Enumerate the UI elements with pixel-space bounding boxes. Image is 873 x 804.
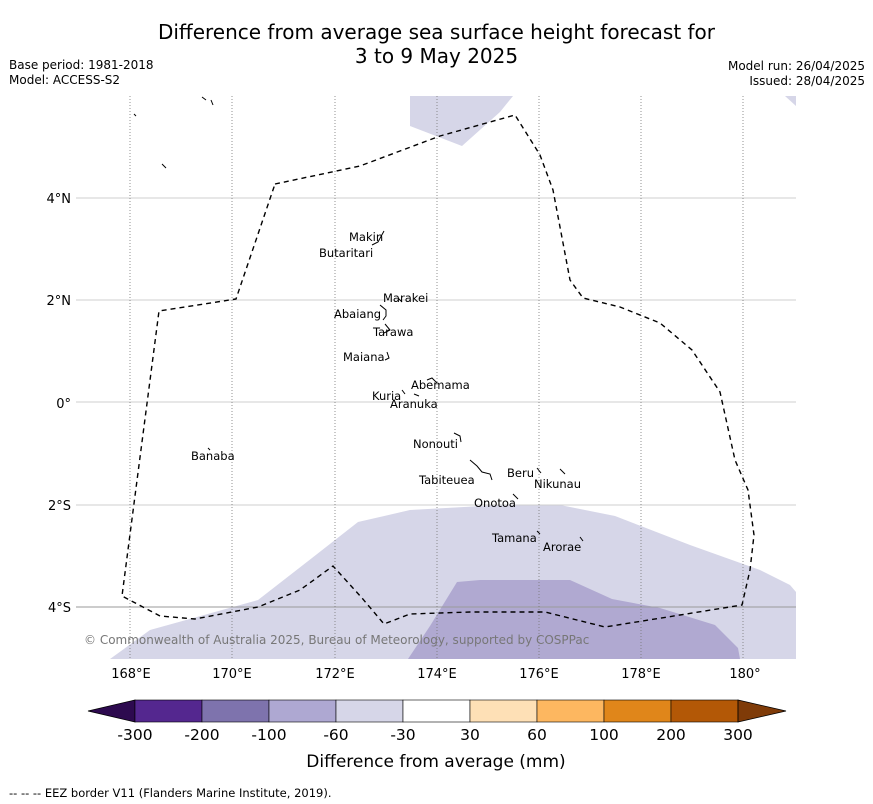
- colorbar: [87, 699, 787, 723]
- colorbar-segment: [134, 699, 203, 723]
- island-label: Banaba: [191, 449, 235, 463]
- longitude-labels: 168°E 170°E 172°E 174°E 176°E 178°E 180°: [111, 667, 760, 682]
- colorbar-tick-label: -300: [117, 726, 152, 744]
- meta-left: Base period: 1981-2018 Model: ACCESS-S2: [9, 58, 154, 88]
- colorbar-segment: [268, 699, 337, 723]
- model-run: Model run: 26/04/2025: [727, 59, 865, 73]
- colorbar-tick-label: -60: [323, 726, 348, 744]
- base-period: Base period: 1981-2018: [9, 58, 154, 72]
- colorbar-tick-label: -30: [390, 726, 415, 744]
- colorbar-segment: [469, 699, 538, 723]
- colorbar-segment: [201, 699, 270, 723]
- meta-right: Model run: 26/04/2025 Issued: 28/04/2025: [728, 59, 865, 89]
- model-name: Model: ACCESS-S2: [9, 73, 121, 87]
- lat-label: 4°S: [48, 601, 71, 616]
- lat-label: 2°S: [48, 499, 71, 514]
- anomaly-region-light-north: [410, 96, 513, 146]
- eez-footnote: -- -- -- EEZ border V11 (Flanders Marine…: [9, 786, 332, 800]
- island-label: Onotoa: [474, 496, 516, 510]
- colorbar-ticks: -300 -200 -100 -60 -30 30 60 100 200 300: [117, 726, 752, 744]
- island-label: Tabiteuea: [418, 473, 475, 487]
- island-label: Nikunau: [534, 477, 581, 491]
- island-label: Marakei: [383, 291, 428, 305]
- island-label: Beru: [507, 466, 534, 480]
- title-line-2: 3 to 9 May 2025: [354, 44, 519, 68]
- colorbar-segment: [603, 699, 672, 723]
- colorbar-segment: [402, 699, 471, 723]
- island-label: Tarawa: [372, 325, 413, 339]
- island-label: Abemama: [411, 378, 470, 392]
- colorbar-extend-high: [737, 699, 787, 723]
- colorbar-label: Difference from average (mm): [306, 752, 565, 772]
- lon-label: 178°E: [621, 667, 661, 682]
- coastlines: [133, 96, 584, 542]
- lon-label: 176°E: [519, 667, 559, 682]
- colorbar-tick-label: 300: [723, 726, 753, 744]
- map-title: Difference from average sea surface heig…: [0, 20, 873, 68]
- colorbar-tick-label: 100: [589, 726, 619, 744]
- island-label: Makin: [349, 230, 383, 244]
- colorbar-tick-label: -200: [184, 726, 219, 744]
- colorbar-segment: [536, 699, 605, 723]
- lon-label: 174°E: [417, 667, 457, 682]
- colorbar-extend-low: [87, 699, 136, 723]
- lat-label: 2°N: [47, 294, 72, 309]
- colorbar-segment: [335, 699, 404, 723]
- island-label: Nonouti: [413, 437, 458, 451]
- copyright-notice: © Commonwealth of Australia 2025, Bureau…: [84, 633, 589, 647]
- colorbar-tick-label: 200: [656, 726, 686, 744]
- colorbar-tick-label: 60: [527, 726, 547, 744]
- colorbar-tick-label: 30: [460, 726, 480, 744]
- colorbar-segment: [670, 699, 739, 723]
- eez-border: [121, 114, 755, 628]
- title-line-1: Difference from average sea surface heig…: [157, 20, 716, 44]
- island-labels: Makin Butaritari Marakei Abaiang Tarawa …: [191, 230, 581, 554]
- island-label: Butaritari: [319, 246, 373, 260]
- anomaly-region-light-northeast: [785, 96, 796, 106]
- issued-date: Issued: 28/04/2025: [749, 74, 865, 88]
- island-label: Abaiang: [334, 307, 381, 321]
- lat-label: 0°: [56, 397, 71, 412]
- lon-label: 180°: [729, 667, 760, 682]
- island-label: Maiana: [343, 350, 385, 364]
- island-label: Arorae: [543, 540, 581, 554]
- lat-label: 4°N: [47, 192, 72, 207]
- island-label: Kuria: [372, 389, 401, 403]
- colorbar-tick-label: -100: [251, 726, 286, 744]
- island-label: Tamana: [491, 531, 537, 545]
- lon-label: 168°E: [111, 667, 151, 682]
- lon-label: 170°E: [212, 667, 252, 682]
- latitude-labels: 4°N 2°N 0° 2°S 4°S: [47, 192, 72, 616]
- island-label: Aranuka: [390, 397, 438, 411]
- lon-label: 172°E: [315, 667, 355, 682]
- gridlines: [76, 96, 796, 659]
